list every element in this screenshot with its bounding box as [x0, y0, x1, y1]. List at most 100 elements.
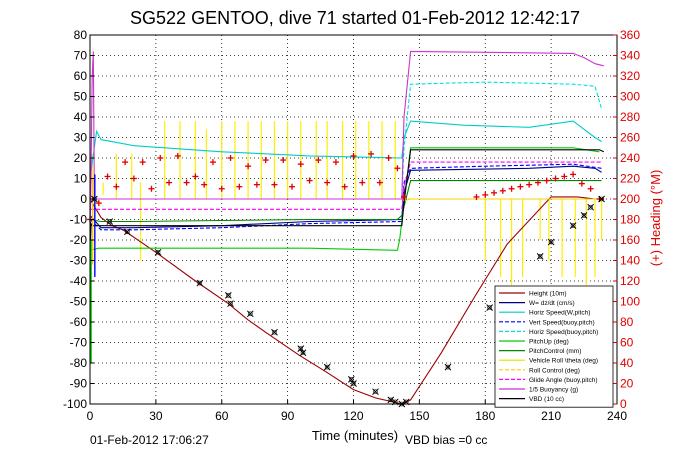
depth-marker	[444, 363, 452, 371]
y-tick-label: 10	[74, 172, 88, 186]
depth-marker	[350, 380, 357, 387]
y-tick-label: 40	[74, 110, 88, 124]
depth-marker	[272, 329, 277, 335]
y-axis-right-label: (+) Heading (°M)	[648, 170, 663, 267]
vbd-bias-footer: VBD bias =0 cc	[405, 433, 487, 447]
series-line	[89, 50, 604, 241]
legend-label: Horiz Speed(W,pitch)	[529, 310, 590, 317]
y-right-tick-label: 60	[620, 336, 634, 350]
y-tick-label: 30	[74, 131, 88, 145]
y-tick-label: -60	[70, 315, 88, 329]
x-tick-label: 120	[343, 409, 363, 423]
depth-marker	[351, 381, 356, 386]
y-tick-label: 60	[74, 69, 88, 83]
y-tick-label: 80	[74, 28, 88, 42]
y-right-tick-label: 360	[620, 28, 640, 42]
y-right-tick-label: 100	[620, 295, 640, 309]
depth-marker	[537, 254, 543, 259]
depth-marker	[300, 350, 306, 356]
depth-marker	[486, 304, 493, 312]
y-right-tick-label: 80	[620, 315, 634, 329]
y-tick-label: -40	[70, 274, 88, 288]
depth-marker	[196, 279, 204, 287]
legend-label: 1/5 Buoyancy (g)	[529, 387, 578, 394]
depth-marker	[570, 223, 576, 228]
depth-marker	[197, 280, 203, 286]
x-tick-label: 180	[475, 409, 495, 423]
y-right-tick-label: 260	[620, 131, 640, 145]
y-tick-label: -30	[70, 254, 88, 268]
y-tick-label: 70	[74, 49, 88, 63]
y-tick-label: 50	[74, 90, 88, 104]
x-tick-label: 30	[149, 409, 163, 423]
y-right-tick-label: 320	[620, 69, 640, 83]
plot-content	[87, 50, 605, 408]
depth-marker	[588, 204, 593, 210]
depth-marker	[547, 238, 555, 246]
depth-marker	[581, 213, 587, 218]
depth-marker	[372, 388, 379, 396]
legend-box	[494, 285, 614, 408]
depth-marker	[106, 218, 114, 225]
y-tick-label: -50	[70, 295, 88, 309]
legend-label: W= dz/dt (cm/s)	[529, 300, 575, 307]
legend-label: Vehicle Roll \theta (deg)	[529, 358, 598, 365]
y-tick-label: 20	[74, 151, 88, 165]
y-axis-left: -100-90-80-70-60-50-40-30-20-10010203040…	[63, 28, 94, 411]
y-right-tick-label: 0	[620, 397, 627, 411]
legend-label: Vert Speed(buoy,pitch)	[529, 319, 595, 326]
x-tick-label: 60	[215, 409, 229, 423]
depth-marker	[227, 300, 234, 307]
x-tick-label: 240	[607, 409, 627, 423]
legend-label: Roll Control (deg)	[529, 367, 580, 374]
y-tick-label: -20	[70, 233, 88, 247]
x-axis: 0 30 60 90 120 150 180 210 240	[87, 400, 627, 423]
y-right-tick-label: 20	[620, 377, 634, 391]
y-tick-label: -80	[70, 356, 88, 370]
y-right-tick-label: 340	[620, 49, 640, 63]
x-tick-label: 210	[541, 409, 561, 423]
depth-marker	[247, 311, 253, 317]
depth-marker	[123, 228, 131, 236]
y-tick-label: -90	[70, 377, 88, 391]
depth-marker	[536, 253, 544, 260]
depth-marker	[548, 239, 554, 245]
x-tick-label: 0	[87, 409, 94, 423]
depth-marker	[487, 305, 492, 310]
legend-label: Glide Angle (buoy,pitch)	[529, 377, 598, 384]
legend: Height (10m) W= dz/dt (cm/s) Horiz Speed(W…	[494, 285, 614, 408]
y-axis-right: 0 20 40 60 80 100 120 140 160 180 200 220 240 260 280 3…	[613, 28, 640, 411]
depth-marker	[107, 219, 113, 224]
y-tick-label: -100	[63, 397, 87, 411]
y-right-tick-label: 300	[620, 90, 640, 104]
series-line	[89, 149, 605, 261]
series-line	[89, 163, 602, 231]
x-axis-label: Time (minutes)	[312, 428, 398, 443]
series-line	[89, 147, 600, 251]
depth-marker	[599, 196, 604, 202]
depth-marker	[246, 310, 254, 318]
legend-label: VBD (10 cc)	[529, 396, 564, 403]
depth-marker	[226, 293, 231, 298]
depth-marker	[224, 291, 232, 299]
depth-marker	[155, 250, 161, 255]
depth-marker	[324, 364, 330, 370]
legend-label: PitchUp (deg)	[529, 339, 569, 346]
y-right-tick-label: 180	[620, 213, 640, 227]
y-right-tick-label: 140	[620, 254, 640, 268]
legend-label: Horiz Speed(buoy,pitch)	[529, 329, 598, 336]
y-right-tick-label: 240	[620, 151, 640, 165]
depth-marker	[154, 248, 162, 256]
y-tick-label: -10	[70, 213, 88, 227]
timestamp-footer: 01-Feb-2012 17:06:27	[90, 433, 209, 447]
series-line	[89, 180, 602, 223]
chart-title: SG522 GENTOO, dive 71 started 01-Feb-201…	[130, 8, 580, 28]
depth-marker	[125, 229, 130, 235]
depth-marker	[347, 376, 355, 383]
legend-label: Height (10m)	[529, 291, 567, 298]
legend-label: PitchControl (mm)	[529, 348, 581, 355]
depth-marker	[387, 396, 395, 404]
y-tick-label: 0	[80, 192, 87, 206]
depth-marker	[271, 328, 278, 336]
